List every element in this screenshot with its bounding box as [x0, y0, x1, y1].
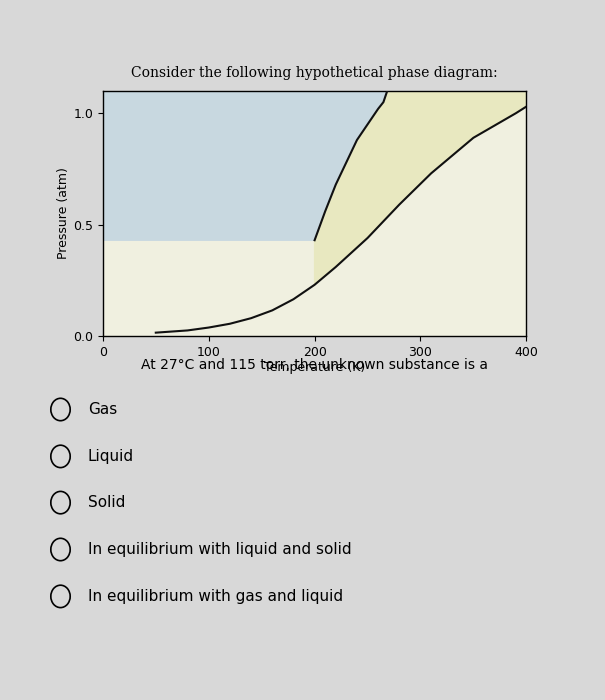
Text: In equilibrium with gas and liquid: In equilibrium with gas and liquid [88, 589, 343, 604]
Y-axis label: Pressure (atm): Pressure (atm) [57, 167, 70, 260]
Text: At 27°C and 115 torr, the unknown substance is a: At 27°C and 115 torr, the unknown substa… [141, 358, 488, 372]
Text: Gas: Gas [88, 402, 117, 417]
Text: Solid: Solid [88, 495, 125, 510]
Polygon shape [103, 87, 389, 240]
Text: Consider the following hypothetical phase diagram:: Consider the following hypothetical phas… [131, 66, 498, 80]
Text: Liquid: Liquid [88, 449, 134, 464]
Polygon shape [315, 87, 526, 285]
X-axis label: Temperature (K): Temperature (K) [264, 361, 365, 374]
Text: In equilibrium with liquid and solid: In equilibrium with liquid and solid [88, 542, 352, 557]
